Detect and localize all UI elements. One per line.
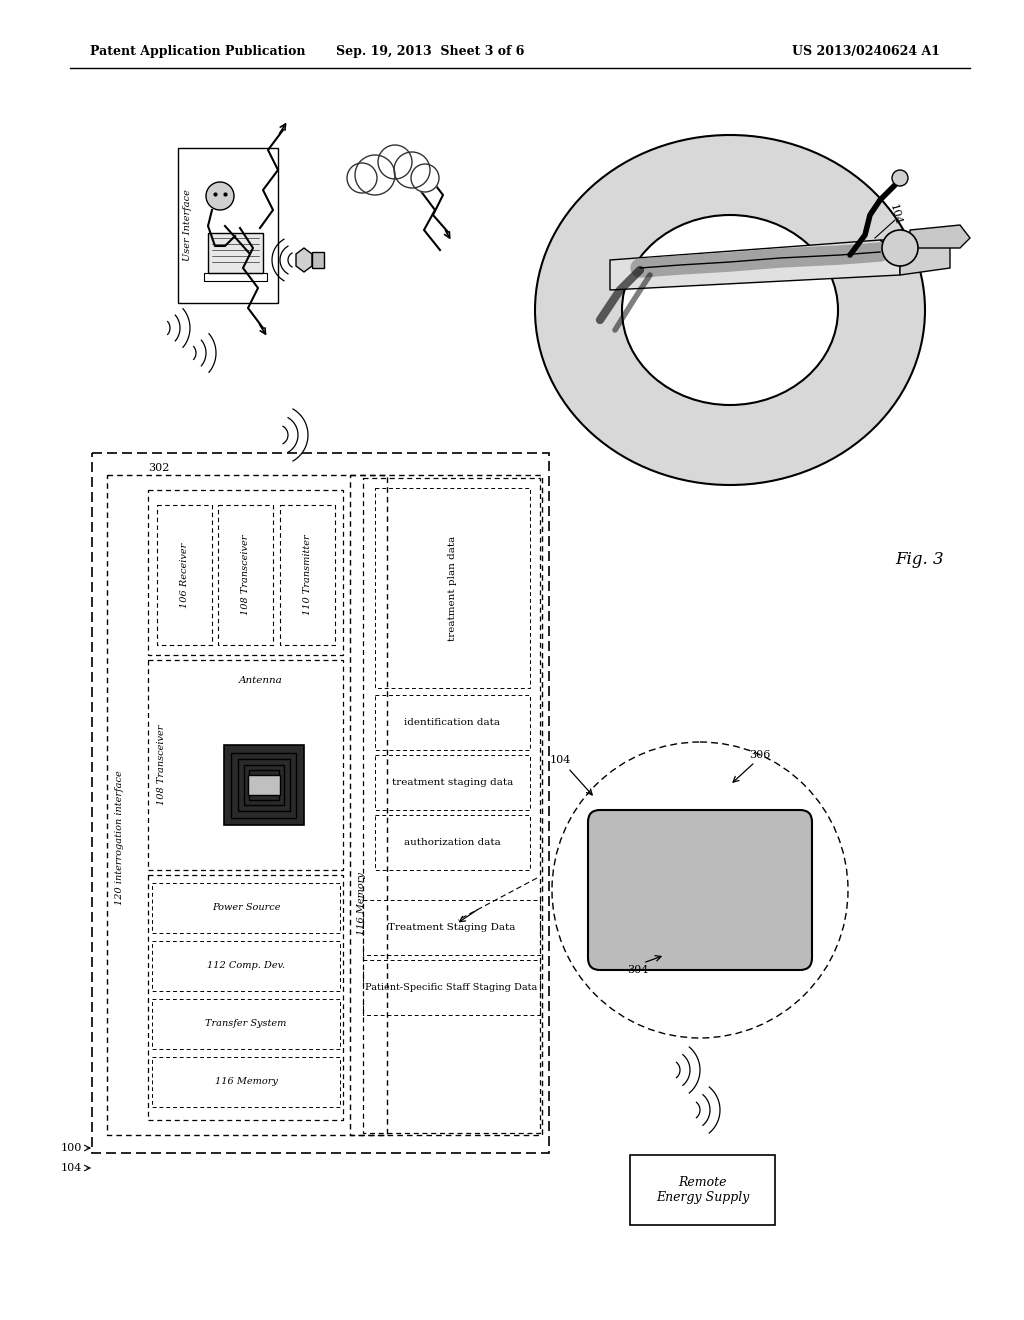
FancyBboxPatch shape bbox=[588, 810, 812, 970]
Bar bbox=[657, 854, 743, 927]
Bar bbox=[693, 814, 707, 935]
Polygon shape bbox=[880, 240, 950, 275]
Text: Fig. 3: Fig. 3 bbox=[896, 552, 944, 569]
Bar bbox=[687, 879, 713, 900]
Bar bbox=[665, 861, 735, 920]
Bar bbox=[148, 490, 343, 655]
Bar bbox=[238, 759, 290, 810]
Bar bbox=[350, 475, 542, 1135]
Text: 110 Transmitter: 110 Transmitter bbox=[303, 535, 312, 615]
Text: Patient-Specific Staff Staging Data: Patient-Specific Staff Staging Data bbox=[366, 983, 538, 993]
Bar bbox=[375, 755, 530, 810]
Text: Transfer System: Transfer System bbox=[206, 1019, 287, 1028]
Text: Patent Application Publication: Patent Application Publication bbox=[90, 45, 305, 58]
Bar bbox=[244, 766, 284, 805]
Text: 120 interrogation interface: 120 interrogation interface bbox=[116, 771, 125, 906]
Circle shape bbox=[892, 170, 908, 186]
Bar bbox=[375, 696, 530, 750]
Text: Power Source: Power Source bbox=[212, 903, 281, 912]
Text: 306: 306 bbox=[750, 750, 771, 760]
Bar bbox=[152, 999, 340, 1049]
Ellipse shape bbox=[535, 135, 925, 484]
Polygon shape bbox=[910, 224, 970, 248]
Circle shape bbox=[355, 154, 395, 195]
Text: 112 Comp. Dev.: 112 Comp. Dev. bbox=[207, 961, 285, 970]
Text: Remote
Energy Supply: Remote Energy Supply bbox=[655, 1176, 750, 1204]
Bar bbox=[362, 478, 540, 1133]
Ellipse shape bbox=[622, 215, 838, 405]
Text: 104: 104 bbox=[60, 1163, 82, 1173]
Bar bbox=[204, 273, 267, 281]
Bar bbox=[362, 960, 540, 1015]
Circle shape bbox=[394, 152, 430, 187]
Circle shape bbox=[882, 230, 918, 267]
Bar bbox=[148, 660, 343, 870]
Bar bbox=[152, 883, 340, 933]
Text: 116 Memory: 116 Memory bbox=[215, 1077, 278, 1086]
Text: 104: 104 bbox=[549, 755, 570, 766]
Bar bbox=[208, 234, 263, 273]
Bar bbox=[148, 875, 343, 1119]
Bar bbox=[375, 488, 530, 688]
Text: 106 Receiver: 106 Receiver bbox=[180, 543, 189, 607]
Text: identification data: identification data bbox=[404, 718, 501, 727]
Polygon shape bbox=[296, 248, 312, 272]
Bar bbox=[672, 866, 728, 913]
Text: User Interface: User Interface bbox=[183, 190, 193, 261]
Bar bbox=[106, 475, 387, 1135]
Text: Treatment Staging Data: Treatment Staging Data bbox=[388, 923, 515, 932]
Text: 116 Memory: 116 Memory bbox=[357, 873, 367, 936]
Bar bbox=[218, 506, 273, 645]
Text: Sep. 19, 2013  Sheet 3 of 6: Sep. 19, 2013 Sheet 3 of 6 bbox=[336, 45, 524, 58]
Bar bbox=[178, 148, 278, 304]
Text: US 2013/0240624 A1: US 2013/0240624 A1 bbox=[792, 45, 940, 58]
Text: 108 Transceiver: 108 Transceiver bbox=[157, 725, 166, 805]
Circle shape bbox=[347, 162, 377, 193]
Text: treatment plan data: treatment plan data bbox=[449, 536, 457, 640]
Polygon shape bbox=[610, 240, 900, 290]
Bar bbox=[223, 744, 303, 825]
Bar bbox=[312, 252, 324, 268]
Bar bbox=[280, 506, 335, 645]
Bar bbox=[152, 1057, 340, 1107]
Bar bbox=[630, 1155, 775, 1225]
Circle shape bbox=[378, 145, 412, 180]
Text: treatment staging data: treatment staging data bbox=[392, 777, 513, 787]
Bar bbox=[92, 453, 549, 1152]
Bar bbox=[157, 506, 212, 645]
Bar bbox=[231, 752, 296, 817]
Circle shape bbox=[411, 164, 439, 191]
Text: 108 Transceiver: 108 Transceiver bbox=[241, 535, 250, 615]
Text: 104: 104 bbox=[888, 203, 902, 227]
Bar bbox=[248, 775, 280, 795]
Circle shape bbox=[206, 182, 234, 210]
Bar bbox=[362, 900, 540, 954]
Bar bbox=[375, 814, 530, 870]
Text: Antenna: Antenna bbox=[239, 676, 283, 685]
Bar bbox=[152, 941, 340, 991]
Text: authorization data: authorization data bbox=[404, 838, 501, 847]
Text: 302: 302 bbox=[148, 463, 169, 473]
Text: 100: 100 bbox=[60, 1143, 82, 1152]
Bar bbox=[678, 861, 722, 920]
Bar bbox=[249, 770, 279, 800]
Bar bbox=[678, 871, 722, 908]
Bar bbox=[683, 875, 717, 904]
Text: 304: 304 bbox=[628, 965, 648, 975]
